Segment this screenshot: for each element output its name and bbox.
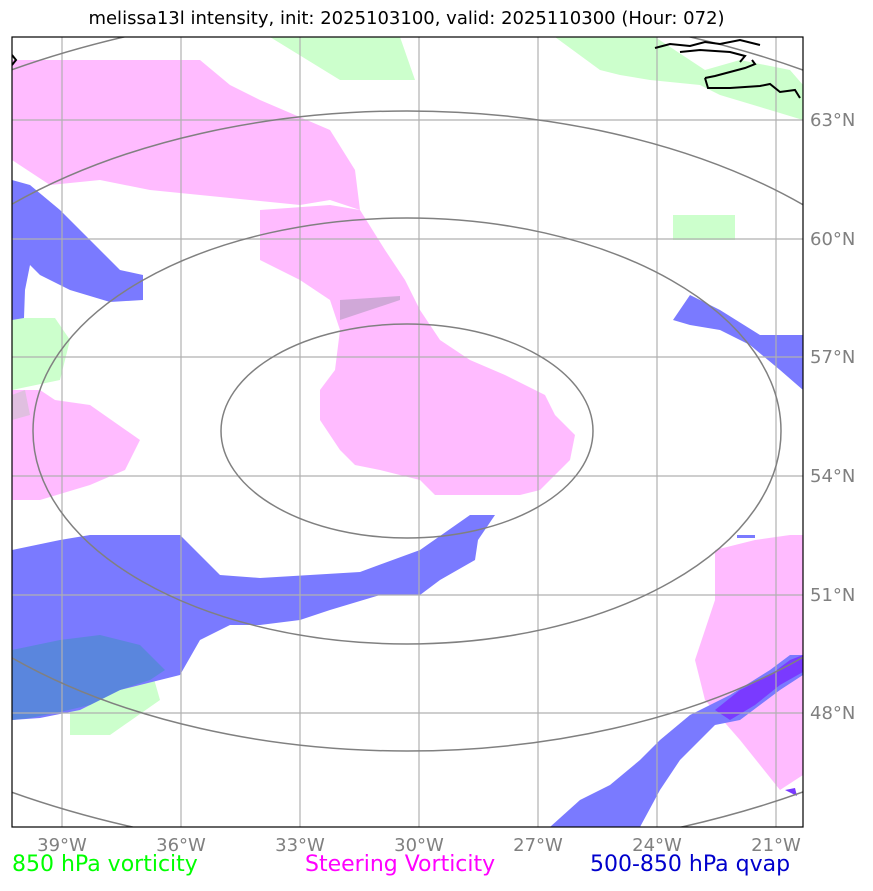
coastline: [12, 38, 801, 99]
range-rings: [12, 37, 803, 827]
lat-tick-label: 60°N: [810, 229, 855, 250]
qvap-field: [12, 180, 803, 827]
lat-tick-label: 63°N: [810, 110, 855, 131]
lon-tick-label: 21°W: [751, 835, 801, 856]
lat-tick-label: 51°N: [810, 585, 855, 606]
map-area: [12, 37, 803, 827]
lat-tick-label: 54°N: [810, 466, 855, 487]
graticule: [12, 37, 803, 827]
lon-tick-label: 30°W: [394, 835, 444, 856]
latitude-labels: 63°N 60°N 57°N 54°N 51°N 48°N: [810, 110, 855, 724]
legend-850-vorticity: 850 hPa vorticity: [12, 852, 198, 877]
plot-frame: [11, 36, 804, 828]
legend-qvap: 500-850 hPa qvap: [590, 852, 791, 877]
longitude-labels: 39°W 36°W 33°W 30°W 27°W 24°W 21°W: [37, 835, 801, 856]
vorticity-850-field: [12, 37, 803, 735]
lat-tick-label: 48°N: [810, 703, 855, 724]
lon-tick-label: 33°W: [275, 835, 325, 856]
lon-tick-label: 27°W: [513, 835, 563, 856]
map-title: melissa13l intensity, init: 2025103100, …: [88, 8, 725, 29]
lon-tick-label: 36°W: [156, 835, 206, 856]
lon-tick-label: 24°W: [632, 835, 682, 856]
vorticity-overlap: [12, 390, 30, 420]
lon-tick-label: 39°W: [37, 835, 87, 856]
legend-steering-vorticity: Steering Vorticity: [305, 852, 496, 877]
lat-tick-label: 57°N: [810, 347, 855, 368]
steering-vorticity-overlap: [340, 296, 400, 320]
